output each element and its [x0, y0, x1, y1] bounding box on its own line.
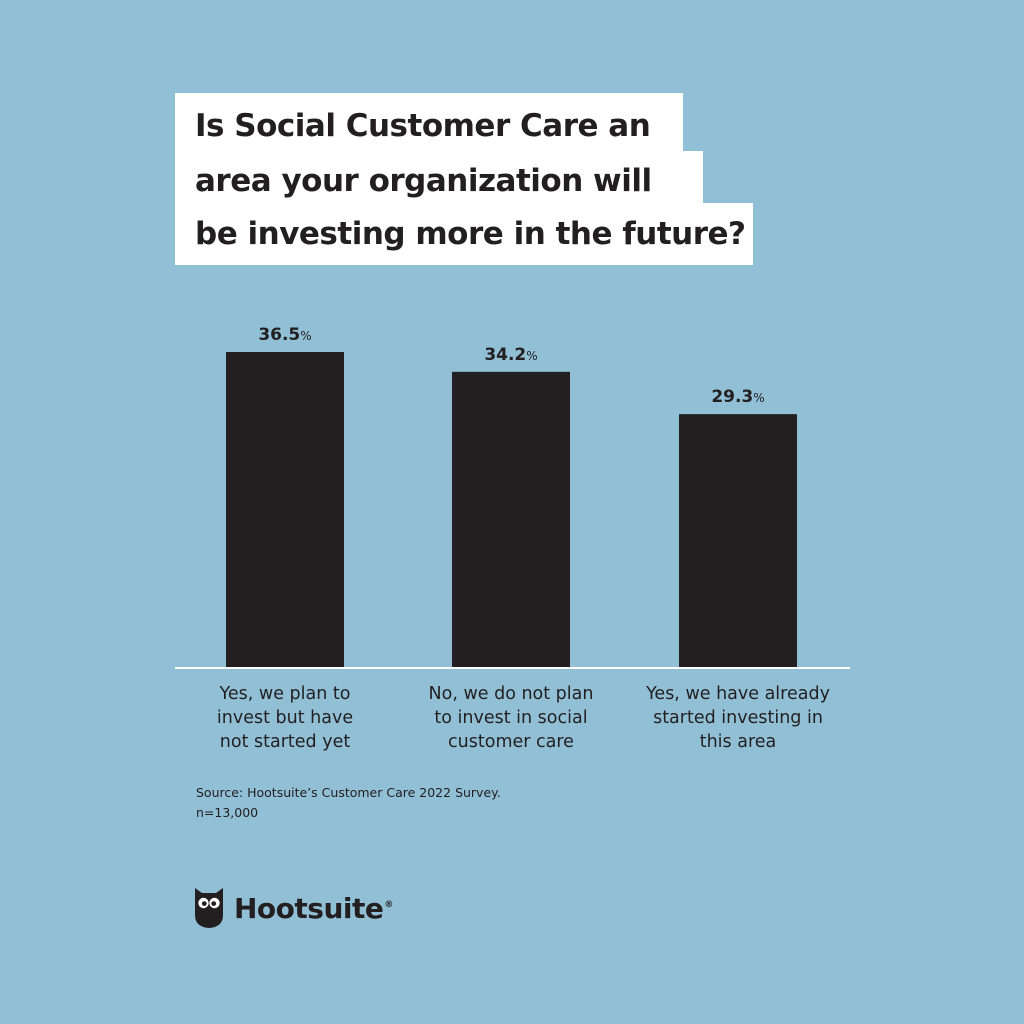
value-label-2: 34.2% — [484, 345, 537, 365]
bar-2 — [452, 371, 570, 667]
sample-size: n=13,000 — [196, 805, 259, 820]
hootsuite-logo: Hootsuite® — [194, 887, 393, 929]
value-label-3: 29.3% — [711, 387, 764, 407]
category-label-3: Yes, we have already started investing i… — [646, 684, 830, 752]
title-line-3: be investing more in the future? — [175, 203, 753, 265]
bar-3 — [679, 414, 797, 667]
registered-mark: ® — [384, 900, 393, 911]
source-note: Source: Hootsuite’s Customer Care 2022 S… — [196, 783, 501, 823]
owl-icon — [195, 888, 223, 928]
title-line-2: area your organization will — [175, 151, 703, 211]
source-text: Source: Hootsuite’s Customer Care 2022 S… — [196, 785, 501, 800]
category-label-1: Yes, we plan to invest but have not star… — [216, 684, 354, 752]
value-label-1: 36.5% — [258, 325, 311, 345]
bar-1 — [226, 352, 344, 667]
logo-wordmark: Hootsuite® — [234, 891, 393, 925]
category-label-2: No, we do not plan to invest in social c… — [428, 684, 594, 752]
title-line-1: Is Social Customer Care an — [175, 93, 683, 159]
